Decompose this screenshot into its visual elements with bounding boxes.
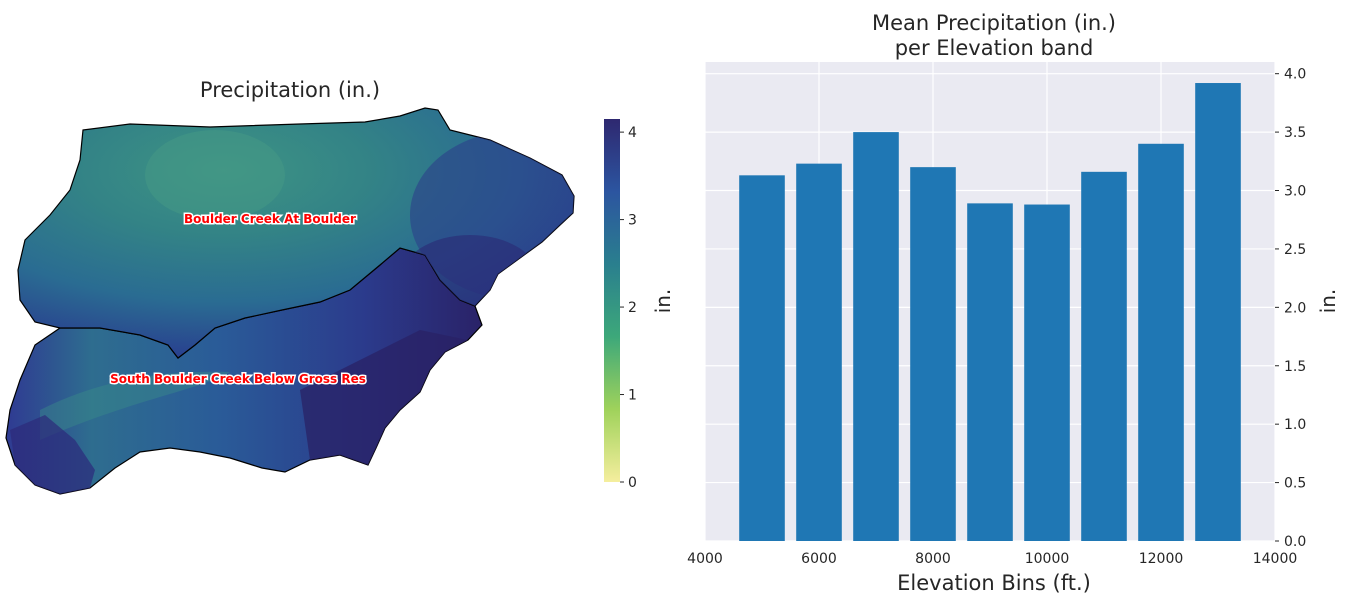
region-upper-center-light [145, 130, 285, 220]
bar [796, 163, 842, 541]
colorbar-tick-label: 4 [628, 125, 637, 141]
bars [739, 83, 1241, 542]
y-tick-labels: 0.0 0.5 1.0 1.5 2.0 2.5 3.0 3.5 4.0 [1275, 67, 1306, 550]
colorbar-tick-label: 1 [628, 388, 637, 404]
y-tick-label: 2.5 [1284, 242, 1306, 258]
map-label-boulder-creek: Boulder Creek At Boulder [184, 212, 356, 226]
elevation-bar-chart: Mean Precipitation (in.) per Elevation b… [687, 11, 1340, 595]
region-south-dark-area [300, 330, 468, 465]
x-tick-label: 4000 [687, 551, 723, 567]
y-tick-label: 4.0 [1284, 67, 1306, 83]
x-tick-labels: 4000 6000 8000 10000 12000 14000 [687, 551, 1297, 567]
region-south-valley [40, 371, 230, 440]
x-axis-label: Elevation Bins (ft.) [897, 571, 1091, 595]
x-tick-label: 10000 [1025, 551, 1070, 567]
y-tick-label: 1.5 [1284, 359, 1306, 375]
colorbar-tick-label: 0 [628, 475, 637, 491]
region-south-sw-corner [10, 415, 95, 494]
bar [967, 203, 1013, 542]
map-label-south-boulder-creek: South Boulder Creek Below Gross Res [110, 372, 366, 386]
bar [1138, 143, 1184, 541]
colorbar-tick-label: 2 [628, 300, 637, 316]
precip-map-panel: Precipitation (in.) Boulder Creek At Bou… [5, 78, 675, 495]
colorbar-bar [604, 119, 620, 482]
y-tick-label: 0.5 [1284, 476, 1306, 492]
y-tick-label: 0.0 [1284, 534, 1306, 550]
bar [1024, 204, 1070, 541]
y-axis-label: in. [1316, 289, 1340, 314]
bar [910, 167, 956, 541]
colorbar-ticks: 0 1 2 3 4 [620, 125, 637, 491]
x-tick-label: 12000 [1139, 551, 1184, 567]
bar-chart-title-line-1: Mean Precipitation (in.) [872, 11, 1116, 35]
y-tick-label: 2.0 [1284, 300, 1306, 316]
bar [1195, 83, 1241, 541]
bar [853, 132, 899, 541]
y-tick-label: 1.0 [1284, 417, 1306, 433]
watershed-map: Boulder Creek At Boulder South Boulder C… [5, 107, 575, 495]
bar [739, 175, 785, 541]
colorbar-tick-label: 3 [628, 213, 637, 229]
y-tick-label: 3.0 [1284, 184, 1306, 200]
colorbar: 0 1 2 3 4 in. [604, 119, 675, 491]
x-tick-label: 14000 [1253, 551, 1298, 567]
x-tick-label: 8000 [915, 551, 951, 567]
y-tick-label: 3.5 [1284, 125, 1306, 141]
bar-chart-title-line-2: per Elevation band [895, 36, 1094, 60]
map-title: Precipitation (in.) [200, 78, 380, 102]
bar [1081, 171, 1127, 541]
colorbar-label: in. [651, 289, 675, 314]
x-tick-label: 6000 [801, 551, 837, 567]
